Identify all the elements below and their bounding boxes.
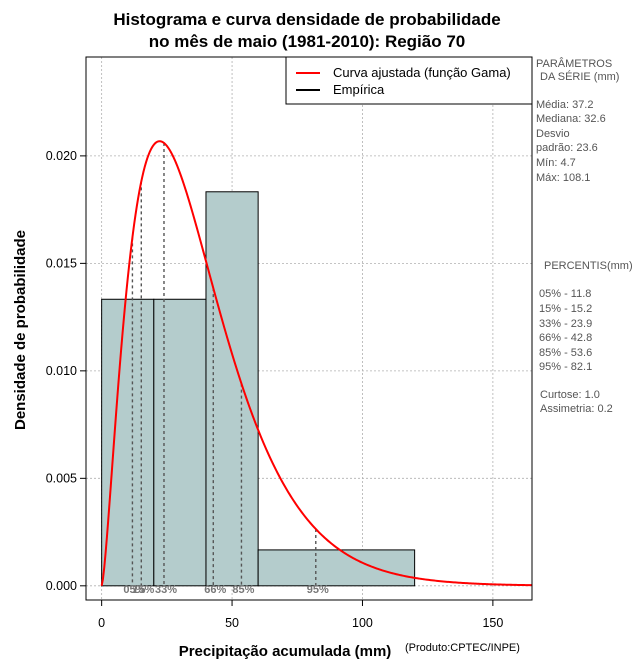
percentile-line: 85% - 53.6 xyxy=(539,347,592,359)
product-credit: (Produto:CPTEC/INPE) xyxy=(405,642,520,654)
kurtosis-line: Curtose: 1.0 xyxy=(540,389,600,401)
x-axis: 0 50 100 150 xyxy=(98,600,503,630)
fitted-gamma-curve xyxy=(100,140,533,587)
y-tick-label: 0.005 xyxy=(46,471,77,485)
y-tick-label: 0.020 xyxy=(46,149,77,163)
skewness-line: Assimetria: 0.2 xyxy=(540,403,613,415)
y-tick-label: 0.010 xyxy=(46,364,77,378)
histogram-bar xyxy=(205,191,259,587)
percentile-label: 66% xyxy=(204,584,226,596)
histogram-bar xyxy=(257,549,416,587)
chart-title-line1: Histograma e curva densidade de probabil… xyxy=(113,10,500,29)
param-line: Desvio xyxy=(536,128,570,140)
percentile-markers: 05%15% 33% 66% 85% 95% xyxy=(123,142,329,596)
percentiles-heading: PERCENTIS(mm) xyxy=(544,260,633,272)
legend: Curva ajustada (função Gama) Empírica xyxy=(285,56,533,105)
x-axis-label: Precipitação acumulada (mm) xyxy=(179,643,392,660)
param-line: Média: 37.2 xyxy=(536,99,593,111)
fitted-curve-layer xyxy=(100,140,533,587)
legend-fitted-label: Curva ajustada (função Gama) xyxy=(333,65,511,80)
param-line: Mediana: 32.6 xyxy=(536,113,606,125)
param-line: Máx: 108.1 xyxy=(536,172,590,184)
parameters-heading-line1: PARÂMETROS xyxy=(536,57,612,70)
y-axis: 0.000 0.005 0.010 0.015 0.020 xyxy=(46,149,86,593)
percentile-line: 95% - 82.1 xyxy=(539,361,592,373)
percentiles-panel: PERCENTIS(mm) 05% - 11.8 15% - 15.2 33% … xyxy=(539,260,633,415)
percentile-line: 66% - 42.8 xyxy=(539,332,592,344)
x-tick-label: 50 xyxy=(225,616,239,630)
percentile-label: 33% xyxy=(155,584,177,596)
x-tick-label: 0 xyxy=(98,616,105,630)
chart-title-line2: no mês de maio (1981-2010): Região 70 xyxy=(149,32,466,51)
percentile-label: 05% xyxy=(123,584,145,596)
percentile-line: 33% - 23.9 xyxy=(539,318,592,330)
y-tick-label: 0.000 xyxy=(46,579,77,593)
histogram-bars xyxy=(101,191,416,587)
histogram-bar xyxy=(101,298,155,587)
parameters-heading-line2: DA SÉRIE (mm) xyxy=(540,70,619,83)
x-tick-label: 150 xyxy=(482,616,503,630)
y-tick-label: 0.015 xyxy=(46,256,77,270)
legend-empirical-label: Empírica xyxy=(333,82,385,97)
percentile-label: 15% xyxy=(132,584,154,596)
percentile-line: 15% - 15.2 xyxy=(539,303,592,315)
parameters-panel: PARÂMETROS DA SÉRIE (mm) Média: 37.2 Med… xyxy=(536,57,619,184)
param-line: Mín: 4.7 xyxy=(536,157,576,169)
x-tick-label: 100 xyxy=(352,616,373,630)
param-line: padrão: 23.6 xyxy=(536,142,598,154)
percentile-line: 05% - 11.8 xyxy=(539,288,591,300)
y-axis-label: Densidade de probabilidade xyxy=(12,230,29,430)
histogram-bar xyxy=(153,298,207,587)
percentile-label: 85% xyxy=(232,584,254,596)
percentile-label: 95% xyxy=(307,584,329,596)
legend-box xyxy=(285,56,533,105)
